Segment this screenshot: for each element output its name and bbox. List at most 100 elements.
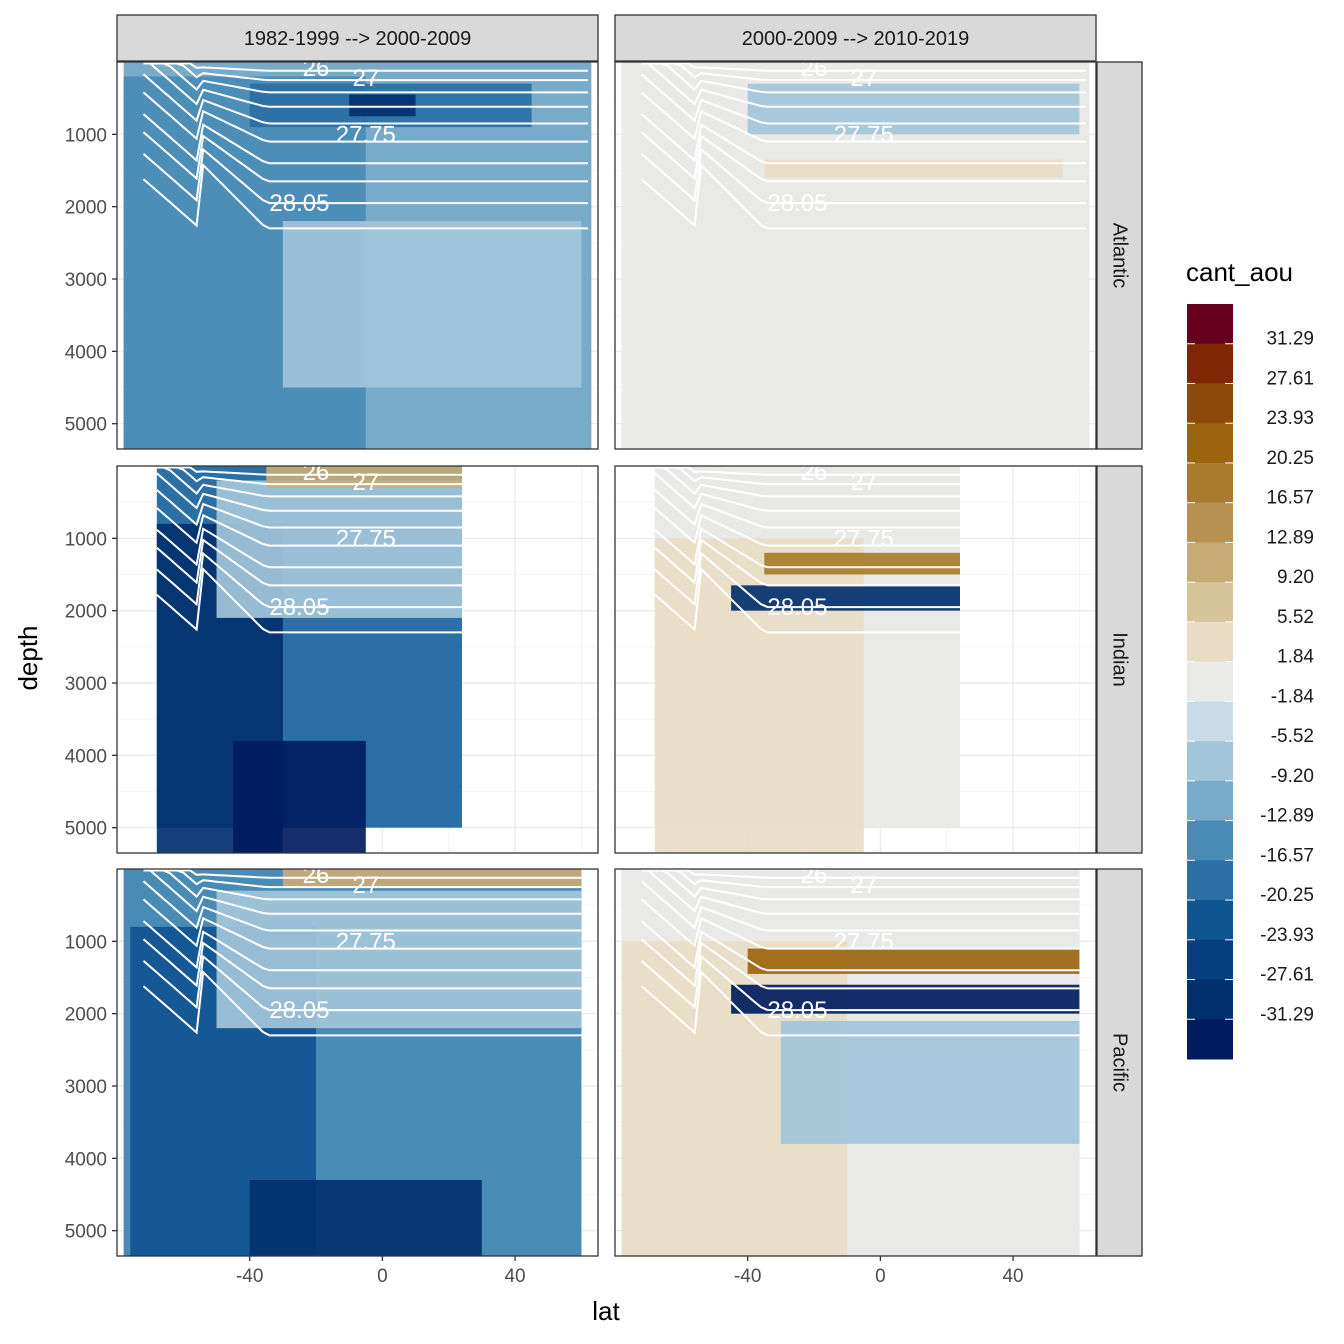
isopycnal-line-1 (143, 869, 582, 889)
color-legend: cant_aou 31.29 27.61 23.93 20.25 16.57 12.89 9.… (1186, 257, 1314, 1060)
contour-label-26: 26 (801, 862, 828, 889)
legend-break-label: 23.93 (1266, 408, 1314, 429)
panel-border (614, 465, 1097, 854)
legend-break-label: -16.57 (1260, 845, 1314, 866)
contour-band-1 (747, 83, 1080, 135)
contour-label-28-05: 28.05 (269, 594, 329, 621)
isopycnal-line-4 (640, 880, 1080, 932)
contour-band-2 (233, 740, 366, 853)
contour-label-28-05: 28.05 (767, 190, 827, 217)
y-tick-label: 4000 (65, 746, 107, 767)
column-strip-2: 2000-2009 --> 2010-2019 (614, 14, 1097, 62)
isopycnal-line-8 (640, 147, 1086, 205)
isopycnal-line-5 (640, 91, 1086, 143)
contour-label-28-05: 28.05 (269, 190, 329, 217)
isopycnal-lines: 26 27 27.75 28.05 (142, 62, 588, 230)
y-tick-label: 4000 (65, 1149, 107, 1170)
row-strip-label: Atlantic (1109, 223, 1131, 289)
x-axis-title: lat (592, 1296, 620, 1326)
legend-break-label: -27.61 (1260, 965, 1314, 986)
isopycnal-line-5 (156, 507, 462, 547)
contour-label-26: 26 (303, 459, 330, 486)
isopycnal-line-8 (142, 147, 588, 205)
legend-swatch (1187, 820, 1233, 861)
contour-label-27-75: 27.75 (336, 525, 396, 552)
isopycnal-line-8 (654, 551, 960, 609)
isopycnal-line-9 (142, 970, 582, 1037)
legend-swatch (1187, 860, 1233, 901)
isopycnal-line-2 (143, 869, 582, 901)
y-tick-label: 4000 (65, 342, 107, 363)
isopycnal-line-3 (654, 472, 960, 512)
legend-break-label: -5.52 (1271, 726, 1314, 747)
contour-label-27: 27 (850, 469, 877, 496)
contour-label-27: 27 (352, 469, 379, 496)
x-tick-label: 0 (377, 1266, 388, 1287)
isopycnal-line-6 (640, 113, 1086, 165)
legend-swatch (1187, 383, 1233, 424)
isopycnal-line-3 (641, 869, 1080, 915)
isopycnal-line-1 (143, 62, 588, 82)
isopycnal-line-0 (654, 466, 960, 476)
isopycnal-line-6 (142, 113, 588, 165)
legend-swatch (1187, 979, 1233, 1020)
legend-break-label: -23.93 (1260, 925, 1314, 946)
panel-border (614, 868, 1097, 1257)
isopycnal-line-1 (641, 62, 1086, 82)
legend-break-label: -1.84 (1271, 686, 1315, 707)
contour-band-2 (282, 221, 582, 388)
legend-break-label: 1.84 (1277, 647, 1314, 668)
isopycnal-line-4 (142, 73, 588, 125)
isopycnal-line-2 (641, 869, 1080, 901)
contour-band-3 (216, 480, 462, 618)
isopycnal-lines: 26 27 27.75 28.05 (156, 459, 462, 634)
legend-swatch (1187, 542, 1233, 583)
legend-break-label: -12.89 (1260, 806, 1314, 827)
x-tick-label: 0 (875, 1266, 886, 1287)
y-tick-label: 1000 (65, 125, 107, 146)
contour-fill: 26 27 27.75 28.05 (654, 466, 960, 853)
isopycnal-line-7 (640, 938, 1080, 990)
legend-break-label: 27.61 (1266, 368, 1314, 389)
contour-label-28-05: 28.05 (767, 997, 827, 1024)
legend-swatch (1187, 621, 1233, 663)
column-strip-label: 1982-1999 --> 2000-2009 (244, 28, 471, 50)
row-strip-indian: Indian (1096, 465, 1143, 854)
panel-border (116, 868, 599, 1257)
legend-title: cant_aou (1186, 257, 1293, 287)
y-tick-label: 3000 (65, 1077, 107, 1098)
isopycnal-line-5 (654, 507, 960, 547)
legend-swatch (1187, 661, 1233, 702)
contour-band-4 (266, 466, 462, 488)
panel-indian-2: 26 27 27.75 28.05 (614, 465, 1097, 854)
x-tick-label: 40 (504, 1266, 525, 1287)
isopycnal-line-5 (142, 91, 588, 143)
contour-band-2 (764, 552, 960, 575)
legend-swatch (1187, 502, 1233, 543)
contour-label-26: 26 (801, 55, 828, 82)
legend-swatch (1187, 423, 1233, 464)
isopycnal-line-0 (143, 869, 582, 879)
legend-break-label: 16.57 (1266, 488, 1314, 509)
legend-break-label: -31.29 (1260, 1004, 1314, 1025)
x-tick-label: 40 (1002, 1266, 1023, 1287)
isopycnal-line-0 (156, 466, 462, 476)
legend-swatch (1187, 304, 1233, 345)
isopycnal-line-8 (142, 954, 582, 1012)
panel-border (116, 465, 599, 854)
isopycnal-line-9 (142, 163, 588, 230)
legend-swatch (1187, 900, 1233, 941)
isopycnal-lines: 26 27 27.75 28.05 (142, 869, 582, 1037)
isopycnal-line-2 (641, 62, 1086, 94)
isopycnal-line-9 (640, 970, 1080, 1037)
legend-break-label: 5.52 (1277, 607, 1314, 628)
isopycnal-lines: 26 27 27.75 28.05 (640, 862, 1080, 1037)
panel-indian-1: 26 27 27.75 28.05 (116, 459, 599, 854)
panel-border (614, 61, 1097, 450)
legend-break-label: -9.20 (1271, 766, 1314, 787)
legend-swatch (1187, 462, 1233, 504)
row-strip-atlantic: Atlantic (1096, 61, 1143, 450)
legend-break-label: 20.25 (1266, 448, 1314, 469)
panel-atlantic-2: 26 27 27.75 28.05 (614, 55, 1097, 450)
isopycnal-line-9 (156, 567, 462, 634)
